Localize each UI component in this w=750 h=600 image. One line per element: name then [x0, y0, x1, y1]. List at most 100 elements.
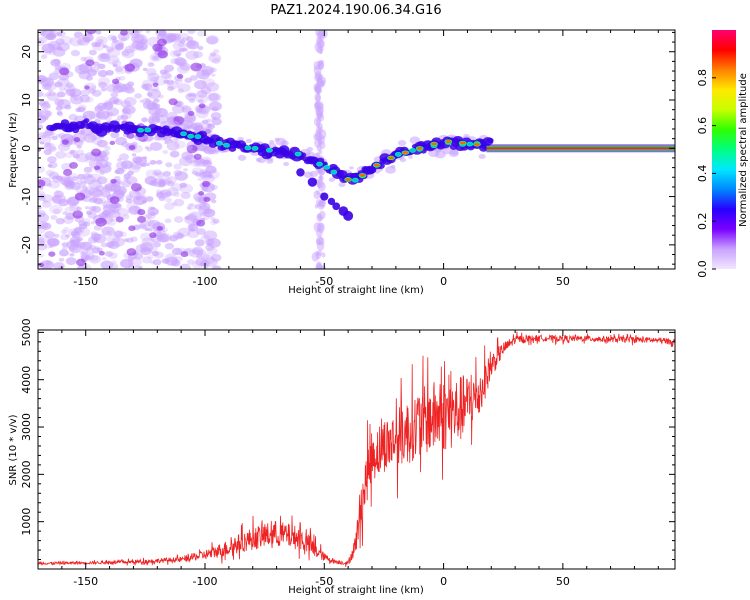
heatmap-noise-blob — [41, 194, 53, 203]
heatmap-noise-blob — [206, 170, 220, 180]
heatmap-noise-blob — [190, 62, 203, 72]
heatmap-noise-blob — [197, 98, 204, 103]
heatmap-noise-blob — [152, 171, 158, 176]
heatmap-streak-blob — [321, 252, 326, 258]
heatmap-noise-blob — [198, 171, 208, 178]
heatmap-noise-blob — [91, 41, 105, 51]
heatmap-ridge-halo — [338, 181, 346, 188]
heatmap-noise-blob — [212, 218, 220, 224]
heatmap-noise-blob — [50, 214, 58, 220]
heatmap-noise-blob — [211, 117, 222, 126]
heatmap-branch-blob — [307, 177, 318, 187]
heatmap-streak-blob — [317, 181, 326, 192]
heatmap-noise-blob — [49, 204, 63, 215]
heatmap-noise-blob — [200, 86, 212, 95]
heatmap-noise-blob — [51, 135, 58, 141]
colorbar-label: Normalized spectral amplitude — [738, 73, 749, 227]
heatmap-noise-blob — [188, 223, 195, 228]
heatmap-noise-blob — [77, 265, 86, 269]
heatmap-noise-blob — [83, 175, 96, 185]
heatmap-noise-blob — [155, 30, 167, 37]
heatmap-noise-blob — [147, 62, 155, 67]
heatmap-noise-blob — [165, 197, 173, 203]
heatmap-noise-blob — [187, 229, 200, 239]
heatmap-noise-blob — [57, 77, 70, 87]
heatmap-noise-blob — [203, 159, 210, 164]
heatmap-ridge-halo — [237, 154, 247, 161]
snr-y-tick-label: 3000 — [20, 413, 33, 441]
heatmap-noise-blob — [141, 83, 149, 89]
heatmap-noise-blob — [197, 45, 204, 51]
snr-y-tick-label: 1000 — [20, 508, 33, 536]
heatmap-noise-blob — [47, 238, 60, 247]
heatmap-noise-blob — [140, 163, 147, 168]
heatmap-noise-blob — [42, 129, 56, 139]
heatmap-noise-blob — [195, 257, 208, 267]
heatmap-noise-blob — [84, 173, 91, 179]
heatmap-streak-blob — [316, 240, 325, 251]
heatmap-noise-blob — [66, 196, 80, 206]
spectrogram-x-tick-label: 0 — [440, 275, 447, 288]
heatmap-noise-blob — [69, 93, 76, 98]
heatmap-noise-blob — [167, 85, 175, 92]
heatmap-noise-blob — [153, 241, 161, 248]
heatmap-noise-blob — [59, 67, 70, 76]
heatmap-noise-blob — [56, 91, 66, 98]
heatmap-noise-blob — [101, 190, 111, 198]
heatmap-noise-blob — [65, 234, 70, 238]
heatmap-noise-blob — [109, 218, 115, 222]
heatmap-noise-blob — [153, 98, 160, 103]
heatmap-noise-blob — [181, 105, 192, 113]
heatmap-noise-blob — [100, 87, 107, 92]
heatmap-noise-blob — [99, 171, 105, 175]
heatmap-streak-blob — [313, 60, 321, 71]
heatmap-noise-blob — [97, 38, 104, 44]
snr-y-tick-label: 5000 — [20, 318, 33, 346]
heatmap-ridge-halo — [349, 166, 354, 170]
spectrogram-x-tick-label: -100 — [193, 275, 218, 288]
heatmap-noise-blob — [162, 170, 171, 177]
heatmap-noise-blob — [203, 196, 211, 203]
heatmap-noise-blob — [64, 182, 75, 190]
heatmap-noise-blob — [44, 129, 54, 137]
heatmap-noise-blob — [100, 242, 108, 248]
heatmap-peak-blob — [215, 140, 223, 146]
heatmap-noise-blob — [180, 191, 191, 200]
spectrogram-x-axis-label: Height of straight line (km) — [288, 285, 424, 296]
heatmap-streak-blob — [316, 261, 322, 269]
heatmap-noise-blob — [131, 141, 138, 146]
heatmap-noise-blob — [114, 169, 121, 174]
heatmap-noise-blob — [77, 104, 87, 111]
heatmap-noise-blob — [208, 93, 220, 101]
heatmap-ridge-halo — [450, 149, 459, 156]
heatmap-noise-blob — [109, 196, 120, 204]
heatmap-noise-blob — [38, 74, 45, 81]
heatmap-noise-blob — [201, 78, 216, 88]
heatmap-peak-blob — [187, 133, 195, 139]
heatmap-noise-blob — [110, 92, 119, 98]
heatmap-noise-blob — [158, 94, 164, 99]
snr-x-axis-label: Height of straight line (km) — [288, 585, 424, 596]
heatmap-ridge-blob — [300, 152, 307, 158]
heatmap-noise-blob — [174, 57, 186, 66]
heatmap-noise-blob — [122, 214, 130, 220]
heatmap-noise-blob — [99, 53, 109, 60]
heatmap-noise-blob — [120, 114, 129, 121]
heatmap-noise-blob — [181, 37, 187, 41]
heatmap-noise-blob — [123, 96, 137, 107]
heatmap-noise-blob — [125, 198, 133, 204]
heatmap-noise-blob — [85, 30, 97, 35]
heatmap-noise-blob — [140, 246, 152, 256]
heatmap-noise-blob — [57, 32, 63, 36]
heatmap-noise-blob — [88, 197, 98, 204]
heatmap-noise-blob — [115, 66, 123, 73]
heatmap-noise-blob — [55, 133, 61, 138]
heatmap-noise-blob — [122, 109, 128, 114]
heatmap-noise-blob — [205, 239, 215, 246]
heatmap-peak-blob — [180, 131, 187, 137]
heatmap-streak-blob — [315, 129, 321, 138]
heatmap-streak-blob — [316, 190, 320, 195]
heatmap-noise-blob — [189, 248, 203, 258]
heatmap-noise-blob — [80, 250, 95, 261]
